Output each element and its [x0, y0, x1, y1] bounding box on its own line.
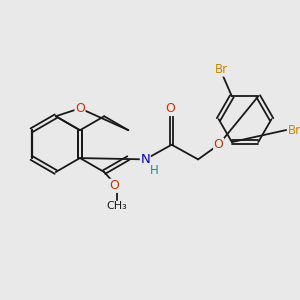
Text: H: H	[150, 164, 159, 177]
Text: Br: Br	[215, 63, 228, 76]
Text: CH₃: CH₃	[106, 201, 127, 212]
Text: N: N	[140, 153, 150, 166]
Text: O: O	[165, 102, 175, 116]
Text: Br: Br	[288, 124, 300, 136]
Text: O: O	[214, 138, 224, 151]
Text: O: O	[109, 179, 119, 192]
Text: O: O	[75, 102, 85, 115]
